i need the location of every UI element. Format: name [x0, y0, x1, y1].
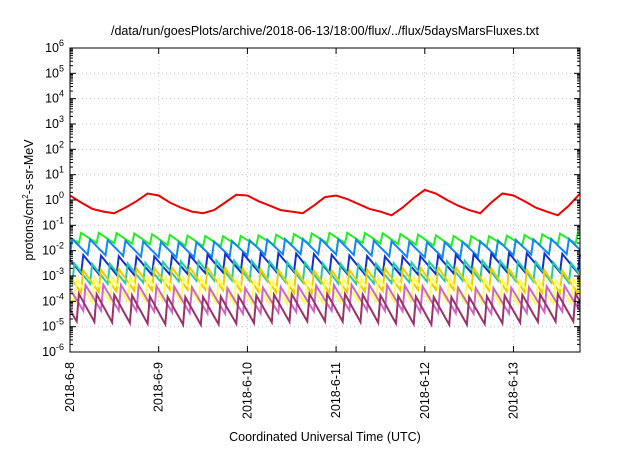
y-tick-base: 10 [45, 117, 59, 131]
y-tick-exponent: -4 [56, 291, 64, 301]
y-tick-label: 10-1 [42, 215, 64, 232]
series-layer [69, 188, 581, 329]
y-tick-label: 106 [45, 38, 64, 55]
y-tick-exponent: 1 [59, 165, 64, 175]
y-tick-label: 100 [45, 190, 64, 207]
y-axis-label-main: protons/cm [22, 199, 36, 261]
y-tick-base: 10 [42, 345, 56, 359]
y-axis-label: protons/cm2-s-sr-MeV [21, 139, 36, 261]
y-tick-base: 10 [45, 92, 59, 106]
y-axis: 10-610-510-410-310-210-11001011021031041… [42, 38, 580, 359]
y-tick-label: 102 [45, 139, 64, 156]
y-tick-base: 10 [42, 244, 56, 258]
y-tick-base: 10 [42, 269, 56, 283]
y-axis-label-sup: 2 [21, 194, 30, 199]
y-tick-exponent: -2 [56, 241, 64, 251]
series-line-5 [69, 258, 581, 287]
y-tick-label: 10-6 [42, 342, 64, 359]
y-tick-label: 10-4 [42, 291, 64, 308]
y-tick-base: 10 [42, 218, 56, 232]
y-tick-label: 103 [45, 114, 64, 131]
y-tick-label: 10-3 [42, 266, 64, 283]
y-tick-base: 10 [42, 294, 56, 308]
y-tick-label: 104 [45, 89, 64, 106]
y-tick-label: 105 [45, 63, 64, 80]
x-tick-label: 2018-6-13 [506, 362, 520, 419]
y-tick-exponent: -1 [56, 215, 64, 225]
x-tick-label: 2018-6-11 [329, 362, 343, 418]
y-tick-label: 10-2 [42, 241, 64, 258]
y-tick-label: 10-5 [42, 317, 64, 334]
y-tick-base: 10 [45, 193, 59, 207]
y-tick-exponent: -3 [56, 266, 64, 276]
y-tick-exponent: 6 [59, 38, 64, 48]
x-axis: 2018-6-8 2018-6-9 2018-6-10 2018-6-11 2018-6… [63, 48, 520, 419]
grid-layer [70, 48, 580, 352]
x-tick-label: 2018-6-12 [418, 362, 432, 419]
series-line-1 [69, 188, 581, 217]
x-tick-label: 2018-6-9 [152, 362, 166, 412]
y-tick-base: 10 [42, 320, 56, 334]
x-tick-label: 2018-6-10 [240, 362, 254, 419]
chart-title: /data/run/goesPlots/archive/2018-06-13/1… [111, 24, 540, 38]
x-tick-label: 2018-6-8 [63, 362, 77, 412]
y-tick-exponent: 0 [59, 190, 64, 200]
y-tick-exponent: 2 [59, 139, 64, 149]
y-tick-exponent: 4 [59, 89, 64, 99]
series-line-3 [69, 236, 581, 260]
series-line-2 [69, 231, 581, 249]
y-tick-exponent: 5 [59, 63, 64, 73]
y-tick-exponent: -6 [56, 342, 64, 352]
series-line-9 [69, 290, 581, 329]
y-tick-base: 10 [45, 66, 59, 80]
y-tick-label: 101 [45, 165, 64, 182]
y-tick-base: 10 [45, 168, 59, 182]
x-axis-label: Coordinated Universal Time (UTC) [229, 430, 421, 444]
y-tick-exponent: 3 [59, 114, 64, 124]
y-tick-base: 10 [45, 41, 59, 55]
y-tick-exponent: -5 [56, 317, 64, 327]
series-line-7 [69, 274, 581, 307]
series-line-8 [69, 281, 581, 317]
y-tick-base: 10 [45, 142, 59, 156]
y-axis-label-rest: -s-sr-MeV [22, 139, 36, 195]
